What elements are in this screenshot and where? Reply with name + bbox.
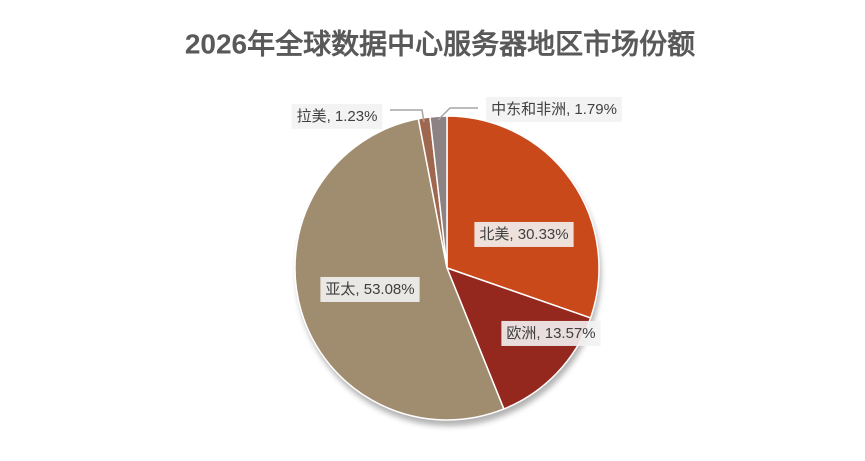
pie-slice — [446, 115, 600, 319]
data-label: 北美, 30.33% — [479, 226, 568, 243]
label-bg — [291, 103, 383, 129]
data-label: 中东和非洲, 1.79% — [491, 101, 617, 118]
label-bg — [486, 96, 622, 122]
label-bg — [501, 320, 601, 346]
label-bg — [474, 221, 574, 247]
chart-title: 2026年全球数据中心服务器地区市场份额 — [185, 27, 695, 59]
leader-line — [390, 109, 425, 123]
pie-slice — [429, 115, 448, 269]
pie-slice — [294, 117, 505, 421]
data-label: 拉美, 1.23% — [297, 108, 378, 125]
label-bg — [320, 276, 420, 302]
data-label: 欧洲, 13.57% — [506, 325, 595, 342]
leader-line — [437, 107, 478, 121]
data-label: 亚太, 53.08% — [325, 281, 414, 298]
